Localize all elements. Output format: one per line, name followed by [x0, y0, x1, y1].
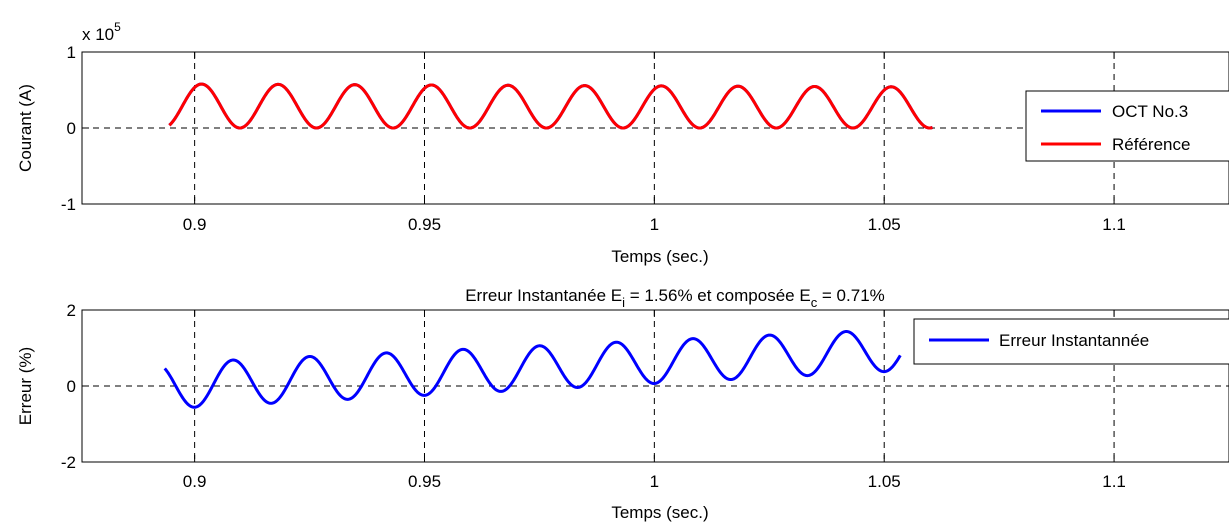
y-multiplier-prefix: x 10 — [82, 25, 114, 44]
erreur-ytick-label: 0 — [67, 377, 76, 396]
erreur-xtick-label: 1 — [650, 472, 659, 491]
courant-xlabel: Temps (sec.) — [611, 247, 708, 266]
courant-xtick-label: 1.05 — [868, 215, 901, 234]
y-multiplier-exponent: 5 — [114, 20, 121, 34]
legend-label-reference: Référence — [1112, 135, 1190, 154]
erreur-plot: 0.9 0.95 1 1.05 1.1 -2 0 2 Erreur Instantanée E… — [16, 286, 1229, 522]
courant-ytick-label: 1 — [67, 43, 76, 62]
erreur-ylabel: Erreur (%) — [16, 347, 35, 425]
erreur-title-sub-c: c — [811, 295, 818, 310]
courant-xtick-label: 0.95 — [408, 215, 441, 234]
erreur-title-sub-i: i — [622, 295, 625, 310]
courant-grid — [82, 52, 1229, 204]
erreur-ticks: 0.9 0.95 1 1.05 1.1 -2 0 2 — [61, 301, 1126, 491]
erreur-xlabel: Temps (sec.) — [611, 503, 708, 522]
erreur-xtick-label: 1.1 — [1102, 472, 1126, 491]
series-line-erreur — [163, 330, 902, 409]
legend-label-oct: OCT No.3 — [1112, 102, 1188, 121]
courant-ticks: 0.9 0.95 1 1.05 1.1 -1 0 1 — [61, 43, 1126, 234]
courant-legend: OCT No.3 Référence — [1025, 90, 1229, 162]
erreur-xtick-label: 0.95 — [408, 472, 441, 491]
courant-xtick-label: 1.1 — [1102, 215, 1126, 234]
erreur-title-part2: = 1.56% et composée E — [625, 286, 811, 305]
erreur-series — [163, 330, 902, 409]
courant-plot: 0.9 0.95 1 1.05 1.1 -1 0 1 x 105 Courant (A) Te… — [16, 20, 1229, 266]
erreur-title-part1: Erreur Instantanée E — [465, 286, 622, 305]
courant-xtick-label: 0.9 — [183, 215, 207, 234]
erreur-xtick-label: 0.9 — [183, 472, 207, 491]
courant-ytick-label: 0 — [67, 119, 76, 138]
y-multiplier: x 105 — [82, 20, 121, 44]
legend-label-erreur: Erreur Instantannée — [999, 331, 1149, 350]
courant-xtick-label: 1 — [650, 215, 659, 234]
courant-ytick-label: -1 — [61, 195, 76, 214]
erreur-xtick-label: 1.05 — [868, 472, 901, 491]
erreur-legend: Erreur Instantannée — [913, 318, 1229, 365]
erreur-ytick-label: 2 — [67, 301, 76, 320]
series-line-reference — [168, 82, 933, 130]
courant-series — [168, 82, 933, 130]
erreur-title-part3: = 0.71% — [817, 286, 885, 305]
erreur-title: Erreur Instantanée Ei = 1.56% et composé… — [465, 286, 885, 310]
courant-legend-box — [1025, 90, 1229, 162]
erreur-ytick-label: -2 — [61, 453, 76, 472]
courant-ylabel: Courant (A) — [16, 84, 35, 172]
